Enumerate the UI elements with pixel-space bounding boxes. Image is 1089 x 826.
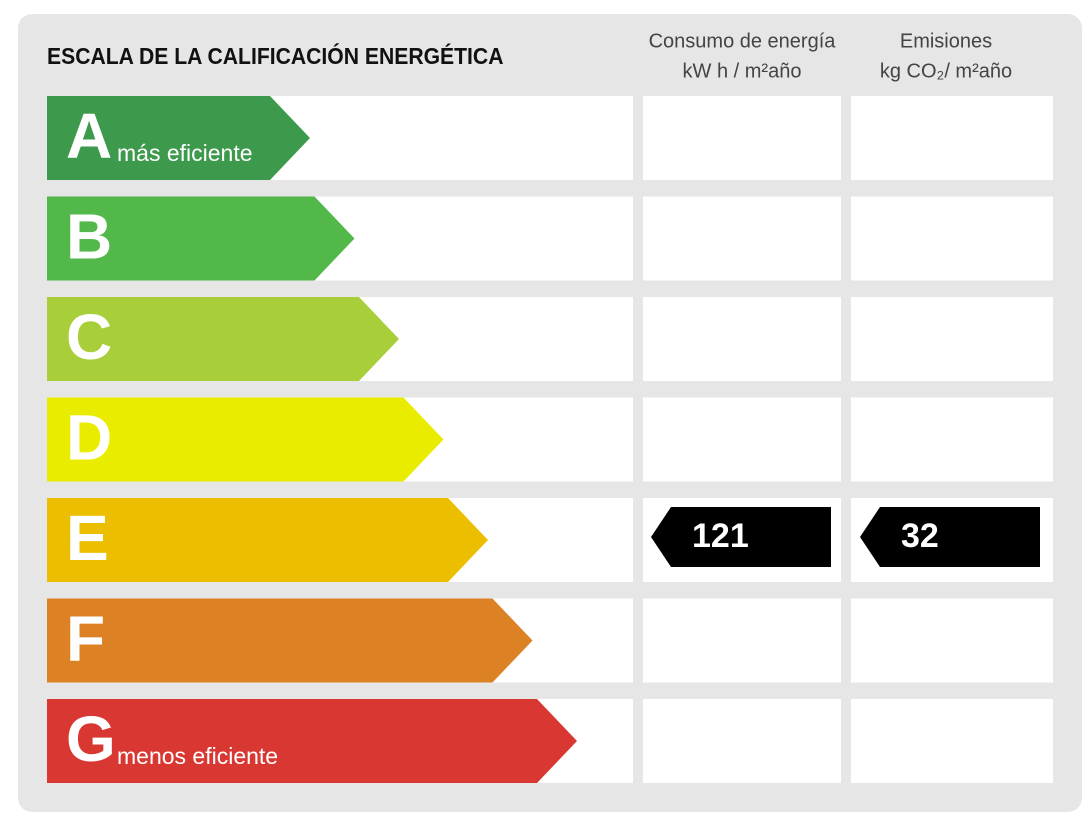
rating-note: menos eficiente [117, 743, 278, 769]
row-cell [643, 699, 841, 783]
rating-arrow [47, 196, 355, 281]
row-cell [643, 196, 841, 281]
row-cell [643, 297, 841, 381]
rating-arrow [47, 699, 577, 783]
rating-letter: E [66, 502, 109, 574]
rating-arrow [47, 598, 533, 683]
value-marker [651, 507, 831, 567]
rating-letter: D [66, 401, 112, 473]
row-cell [851, 297, 1053, 381]
rating-arrow [47, 397, 444, 482]
column-label: Emisiones [900, 30, 992, 52]
rating-note: más eficiente [117, 140, 253, 166]
rating-letter: C [66, 301, 112, 373]
rating-arrow [47, 297, 399, 381]
rating-arrow [47, 498, 488, 582]
rating-letter: B [66, 200, 112, 272]
value-label: 32 [901, 517, 939, 555]
row-cell [851, 196, 1053, 281]
row-cell [643, 397, 841, 482]
column-unit: kW h / m²año [683, 60, 802, 82]
column-unit: kg CO₂/ m²año [880, 60, 1012, 82]
row-cell [851, 699, 1053, 783]
row-cell [643, 96, 841, 180]
row-cell [643, 598, 841, 683]
row-cell [851, 598, 1053, 683]
rating-letter: F [66, 602, 105, 674]
value-label: 121 [692, 517, 749, 555]
rating-arrow [47, 96, 310, 180]
row-cell [851, 397, 1053, 482]
title: ESCALA DE LA CALIFICACIÓN ENERGÉTICA [47, 43, 504, 69]
row-cell [851, 96, 1053, 180]
column-label: Consumo de energía [649, 30, 837, 52]
rating-letter: G [66, 703, 116, 775]
rating-letter: A [66, 100, 112, 172]
value-marker [860, 507, 1040, 567]
